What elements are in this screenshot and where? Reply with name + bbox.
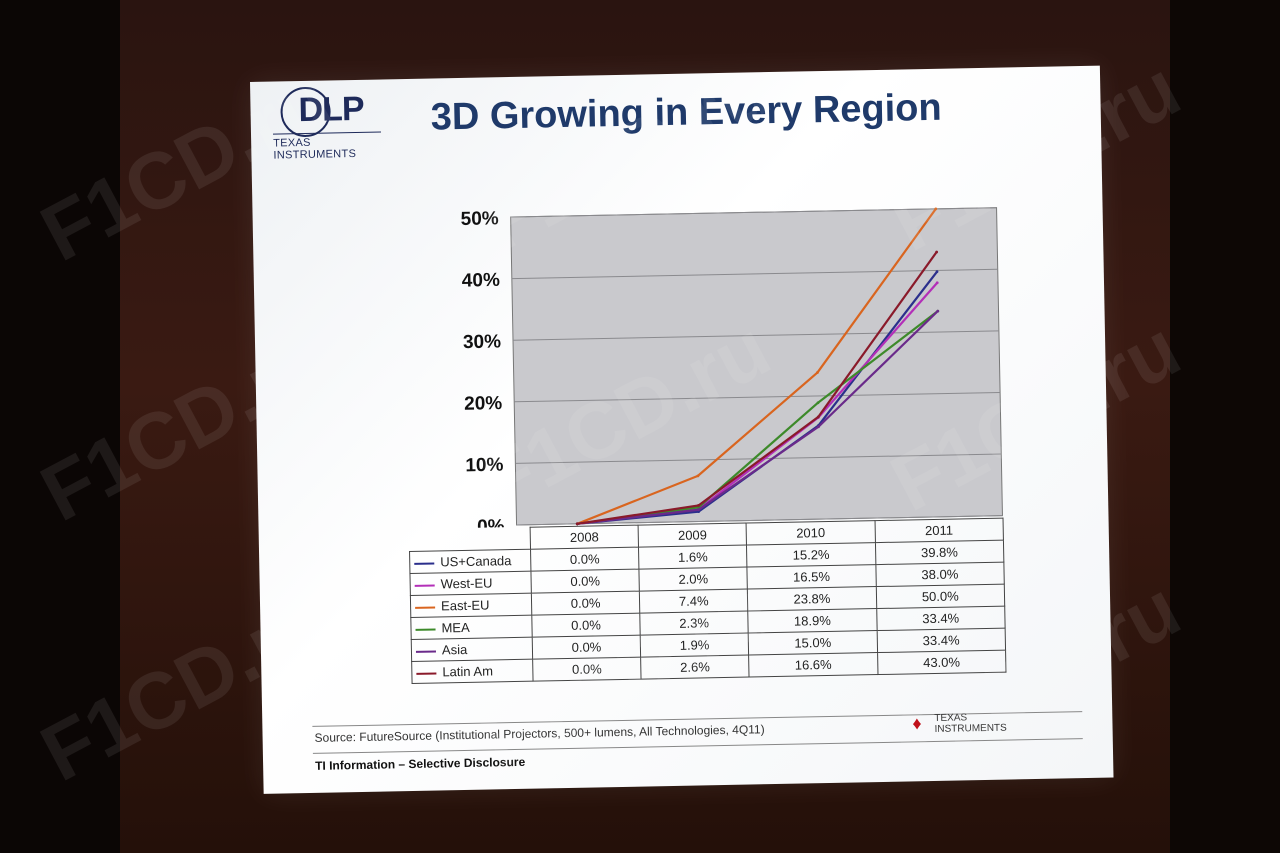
gridline bbox=[516, 515, 1003, 526]
legend-entry: Asia bbox=[411, 637, 533, 662]
data-label: 0.0% bbox=[531, 591, 640, 616]
series-name: West-EU bbox=[440, 575, 493, 592]
gridline bbox=[515, 453, 1002, 464]
data-label: 38.0% bbox=[875, 562, 1005, 587]
data-label: 0.0% bbox=[530, 547, 640, 572]
series-line bbox=[576, 208, 937, 525]
plot-area bbox=[510, 207, 1003, 526]
y-tick-label: 40% bbox=[462, 270, 501, 292]
legend-entry: MEA bbox=[410, 615, 533, 640]
legend-swatch bbox=[414, 562, 435, 565]
y-tick-label: 30% bbox=[463, 331, 502, 353]
data-point bbox=[697, 508, 700, 512]
data-label: 33.4% bbox=[876, 628, 1006, 653]
ti-footer-logo: ♦ TEXAS INSTRUMENTS bbox=[912, 709, 1033, 741]
data-label: 7.4% bbox=[639, 589, 748, 614]
data-label: 43.0% bbox=[877, 650, 1006, 675]
y-tick-label: 10% bbox=[465, 455, 504, 477]
table-corner bbox=[409, 527, 530, 551]
data-point bbox=[575, 522, 579, 526]
legend-entry: Latin Am bbox=[411, 659, 534, 684]
y-tick-label: 50% bbox=[460, 208, 499, 230]
data-point bbox=[935, 250, 939, 254]
data-label: 33.4% bbox=[876, 606, 1006, 631]
room-right bbox=[1170, 0, 1280, 853]
data-point bbox=[816, 401, 820, 405]
data-point bbox=[697, 504, 700, 507]
data-label: 0.0% bbox=[531, 613, 641, 638]
data-label: 39.8% bbox=[875, 540, 1004, 565]
series-name: Asia bbox=[441, 641, 468, 658]
data-point bbox=[696, 474, 700, 478]
ti-footer-logo-text: TEXAS INSTRUMENTS bbox=[934, 712, 1007, 735]
x-tick-label: 2008 bbox=[530, 525, 639, 550]
legend-entry: US+Canada bbox=[409, 549, 531, 574]
data-point bbox=[935, 281, 939, 285]
legend-swatch bbox=[415, 650, 436, 653]
source-note: Source: FutureSource (Institutional Proj… bbox=[314, 722, 765, 745]
series-name: East-EU bbox=[440, 597, 490, 614]
data-label: 2.6% bbox=[640, 655, 750, 680]
x-tick-label: 2011 bbox=[874, 518, 1004, 543]
data-label: 18.9% bbox=[747, 608, 877, 634]
data-point bbox=[936, 309, 940, 313]
x-tick-label: 2009 bbox=[638, 523, 747, 548]
line-chart: 0%10%20%30%40%50% bbox=[460, 207, 1003, 532]
data-point bbox=[816, 415, 820, 419]
data-point bbox=[817, 425, 820, 429]
legend-swatch bbox=[415, 628, 436, 631]
disclosure-text: TI Information – Selective Disclosure bbox=[315, 754, 526, 773]
gridline bbox=[511, 268, 998, 280]
gridline bbox=[514, 391, 1001, 403]
series-line bbox=[577, 310, 939, 525]
room-left bbox=[0, 0, 120, 853]
series-name: MEA bbox=[441, 619, 470, 636]
legend-swatch bbox=[414, 584, 435, 587]
x-tick-label: 2010 bbox=[746, 520, 876, 546]
data-label: 0.0% bbox=[530, 569, 640, 594]
data-label: 50.0% bbox=[875, 584, 1005, 609]
data-point bbox=[934, 207, 938, 211]
texas-state-icon: ♦ bbox=[912, 713, 922, 734]
data-label: 2.0% bbox=[639, 567, 748, 592]
data-label: 1.9% bbox=[640, 633, 749, 658]
data-label: 15.0% bbox=[748, 630, 878, 656]
projected-slide: DLP TEXAS INSTRUMENTS 3D Growing in Ever… bbox=[250, 65, 1114, 794]
series-name: US+Canada bbox=[440, 553, 512, 570]
y-tick-label: 20% bbox=[464, 393, 503, 415]
legend-swatch bbox=[415, 606, 436, 609]
data-label: 16.5% bbox=[747, 564, 876, 590]
legend-entry: West-EU bbox=[409, 571, 532, 596]
legend-entry: East-EU bbox=[410, 593, 532, 618]
data-label: 16.6% bbox=[748, 652, 878, 678]
series-name: Latin Am bbox=[442, 663, 494, 680]
data-label: 2.3% bbox=[639, 611, 749, 636]
series-line bbox=[577, 251, 938, 525]
data-label: 23.8% bbox=[747, 586, 877, 612]
data-table: 2008 2009 2010 2011 US+Canada 0.0% 1.6% 15.2% 39… bbox=[409, 518, 1007, 684]
data-point bbox=[816, 371, 819, 374]
data-point bbox=[935, 270, 939, 274]
gridline bbox=[510, 207, 997, 218]
data-label: 1.6% bbox=[638, 545, 748, 570]
gridline bbox=[512, 330, 999, 341]
data-label: 15.2% bbox=[746, 542, 876, 568]
data-label: 0.0% bbox=[532, 657, 642, 682]
legend-swatch bbox=[416, 672, 437, 675]
data-label: 0.0% bbox=[532, 635, 641, 660]
